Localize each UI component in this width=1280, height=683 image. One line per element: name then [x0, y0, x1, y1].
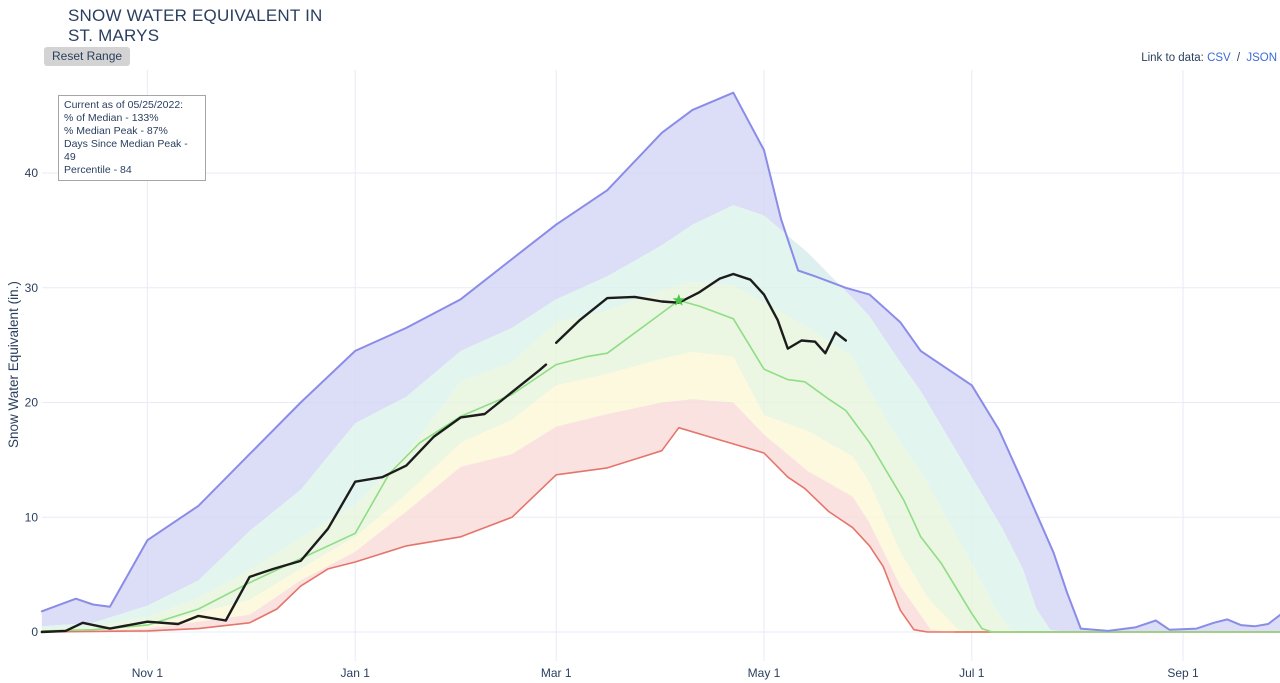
y-tick-label: 40 — [25, 166, 39, 180]
band-75th-to-90th-percentile — [41, 205, 1280, 632]
x-tick-label: Mar 1 — [541, 666, 572, 680]
band-25th-to-75th-percentile — [41, 282, 1280, 632]
x-tick-label: Jul 1 — [959, 666, 985, 680]
csv-link[interactable]: CSV — [1207, 52, 1231, 64]
data-links: Link to data: CSV / JSON — [1141, 52, 1277, 64]
y-tick-label: 30 — [25, 281, 39, 295]
page-title: SNOW WATER EQUIVALENT IN ST. MARYS — [68, 6, 322, 46]
band-min-to-10th-percentile — [41, 399, 1280, 632]
y-tick-label: 0 — [31, 625, 38, 639]
y-tick-label: 10 — [25, 510, 39, 524]
band-90th-percentile-to-max — [41, 92, 1280, 632]
json-link[interactable]: JSON — [1246, 52, 1277, 64]
max-line — [40, 91, 1280, 632]
reset-range-button[interactable]: Reset Range — [44, 47, 131, 66]
min-line — [41, 426, 1280, 633]
y-tick-label: 20 — [25, 396, 39, 410]
current-line — [555, 272, 847, 355]
x-tick-label: May 1 — [748, 666, 781, 680]
link-separator: / — [1236, 52, 1241, 64]
annotation-line: % Median Peak - 87% — [64, 125, 168, 137]
x-tick-label: Sep 1 — [1167, 666, 1199, 680]
page-title-line1: SNOW WATER EQUIVALENT IN — [68, 6, 323, 25]
current-stats-annotation: Current as of 05/25/2022: % of Median - … — [58, 95, 206, 181]
median-line — [41, 299, 1280, 633]
current-line — [40, 363, 548, 634]
x-tick-label: Nov 1 — [132, 666, 164, 680]
annotation-line: Current as of 05/25/2022: — [64, 99, 184, 111]
median-peak-marker — [672, 293, 685, 306]
y-axis-title: Snow Water Equivalent (in.) — [6, 281, 21, 449]
x-tick-label: Jan 1 — [341, 666, 371, 680]
page-title-line2: ST. MARYS — [68, 26, 160, 45]
annotation-line: Percentile - 84 — [64, 164, 132, 176]
annotation-line: Days Since Median Peak - 49 — [64, 138, 188, 163]
annotation-line: % of Median - 133% — [64, 112, 159, 124]
link-label: Link to data: — [1141, 52, 1204, 64]
